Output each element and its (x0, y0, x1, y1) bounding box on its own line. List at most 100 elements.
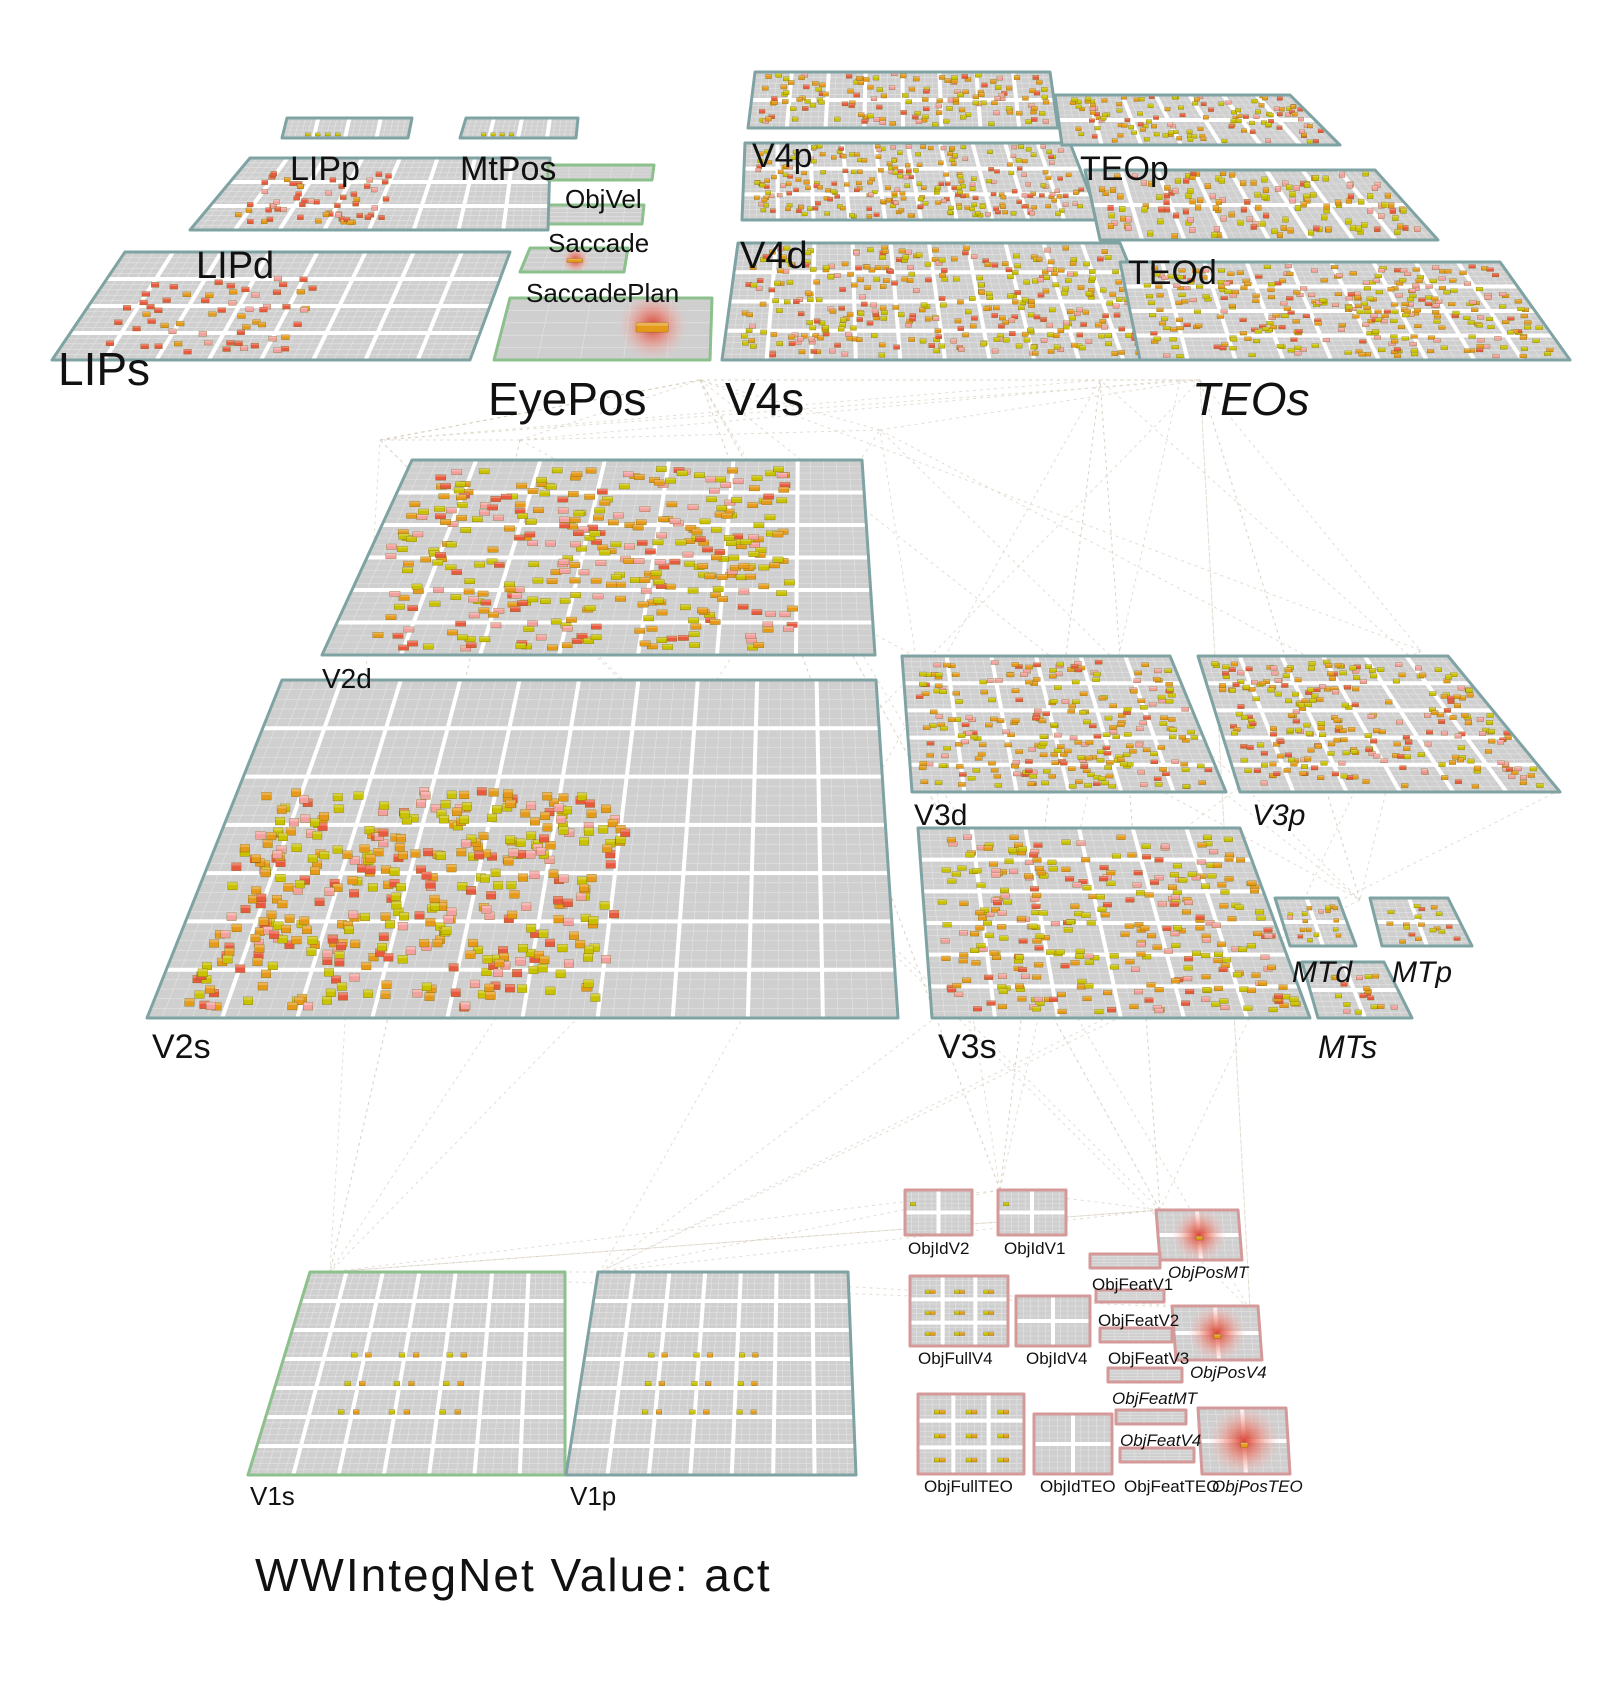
unit (1076, 332, 1083, 338)
layer-objfeatteo[interactable] (1118, 1446, 1196, 1464)
unit (1005, 267, 1013, 273)
unit (866, 206, 872, 211)
layer-v3d[interactable] (900, 654, 1228, 794)
unit (1000, 204, 1006, 209)
unit (1021, 193, 1028, 198)
unit (917, 204, 924, 209)
unit (1040, 338, 1048, 343)
unit (758, 202, 765, 207)
unit (880, 315, 887, 321)
unit (266, 216, 274, 222)
unit (932, 316, 940, 322)
unit (919, 307, 926, 313)
layer-objfullv4[interactable] (908, 1274, 1010, 1348)
layer-teop[interactable] (1053, 93, 1342, 147)
unit (1099, 319, 1106, 324)
unit (863, 264, 871, 270)
layer-objvel[interactable] (546, 163, 656, 182)
layer-objfeatv3[interactable] (1098, 1326, 1174, 1344)
layer-v4d[interactable] (720, 241, 1170, 362)
layer-objfeatv4[interactable] (1114, 1408, 1188, 1426)
layer-plane (1100, 1328, 1172, 1342)
unit (795, 177, 802, 182)
unit (140, 343, 149, 350)
unit (1049, 192, 1056, 197)
unit (750, 265, 757, 270)
unit (499, 132, 505, 137)
unit (819, 151, 826, 157)
layer-v1p[interactable] (564, 1270, 858, 1477)
projection-line (379, 379, 1101, 441)
layer-objidv1[interactable] (996, 1188, 1068, 1237)
layer-lipd[interactable] (50, 250, 512, 362)
unit (868, 192, 874, 197)
unit (182, 291, 191, 297)
layer-objposteo[interactable] (1196, 1404, 1292, 1478)
unit (904, 163, 911, 168)
layer-objidv2[interactable] (903, 1188, 974, 1237)
layer-objfeatmt[interactable] (1106, 1366, 1184, 1384)
unit (950, 338, 957, 344)
layer-v1s[interactable] (246, 1270, 567, 1477)
unit (950, 161, 957, 166)
layer-mtp[interactable] (1368, 896, 1474, 948)
unit (257, 321, 266, 328)
layer-border (546, 163, 656, 182)
layer-objfeatv1[interactable] (1088, 1252, 1162, 1270)
layer-plane (147, 680, 898, 1018)
unit (831, 181, 837, 186)
unit (1046, 149, 1052, 154)
unit (777, 169, 784, 174)
unit (1033, 314, 1041, 320)
layer-objfullteo[interactable] (916, 1392, 1026, 1476)
unit (1055, 211, 1061, 216)
layer-mtd[interactable] (1273, 896, 1358, 948)
unit (838, 146, 844, 151)
unit (924, 261, 932, 267)
layer-lip-small[interactable] (280, 116, 414, 140)
layer-objidteo[interactable] (1032, 1412, 1114, 1476)
layer-v3s[interactable] (916, 826, 1312, 1020)
layer-border (518, 246, 630, 274)
unit (998, 323, 1005, 329)
unit (891, 191, 898, 196)
unit (873, 276, 881, 282)
unit (768, 193, 775, 198)
unit (154, 307, 163, 313)
unit (904, 183, 911, 188)
unit (861, 158, 868, 163)
unit (381, 179, 389, 185)
layer-lip-small2[interactable] (458, 116, 580, 140)
layer-v4p[interactable] (740, 141, 1102, 222)
unit (123, 305, 132, 311)
layer-v2d[interactable] (320, 458, 877, 657)
layer-objposmt[interactable] (1154, 1207, 1244, 1263)
unit (241, 286, 250, 293)
unit (1069, 315, 1076, 321)
layer-v3p[interactable] (1196, 654, 1562, 794)
layer-v4-top[interactable] (746, 70, 1060, 130)
layer-saccade[interactable] (518, 245, 630, 275)
layer-label-lipp: LIPp (290, 150, 360, 188)
unit (1077, 285, 1085, 290)
unit (759, 183, 766, 188)
layer-objidv4[interactable] (1014, 1294, 1092, 1348)
unit (788, 341, 796, 346)
unit (933, 348, 940, 354)
unit (827, 274, 835, 280)
unit (1112, 303, 1120, 309)
unit (1056, 194, 1063, 199)
unit (1062, 193, 1069, 198)
unit (1065, 172, 1072, 177)
layer-lipp[interactable] (188, 156, 552, 232)
unit (801, 170, 807, 176)
unit (893, 344, 900, 350)
unit (1059, 208, 1065, 213)
unit (892, 165, 899, 170)
unit (811, 159, 817, 164)
unit (509, 132, 514, 137)
unit (160, 322, 169, 329)
layer-v2s[interactable] (145, 678, 900, 1020)
layer-saccadeplan[interactable] (492, 290, 714, 362)
unit (364, 214, 372, 220)
